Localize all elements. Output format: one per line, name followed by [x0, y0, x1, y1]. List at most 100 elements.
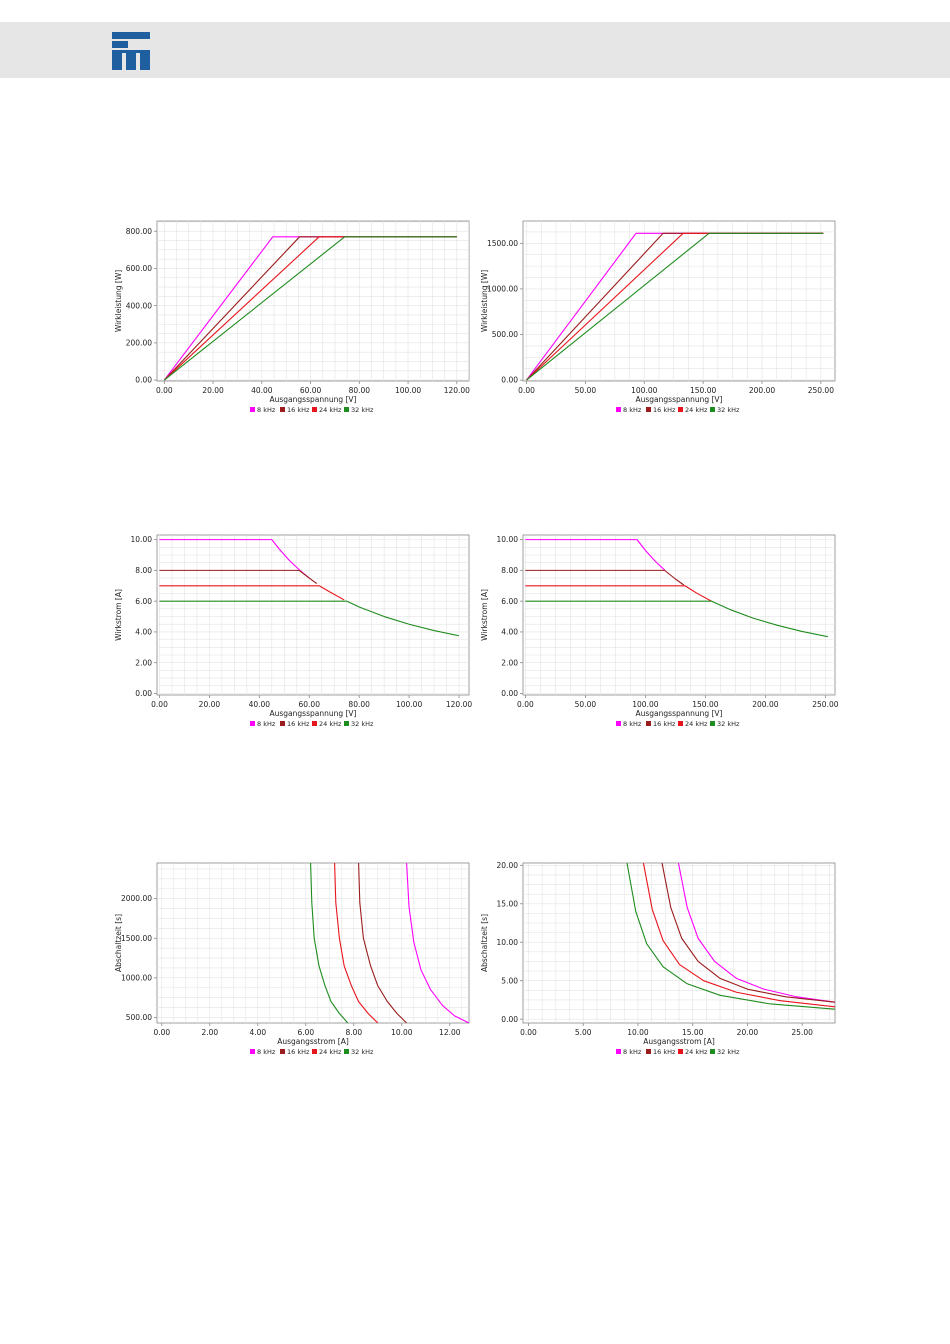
y-axis-label: Abschaltzeit [s]	[114, 914, 123, 972]
series-line-8-khz	[406, 863, 469, 1023]
legend-swatch	[710, 721, 715, 726]
legend-label: 8 kHz	[623, 406, 642, 414]
plot-area	[156, 220, 470, 382]
legend-swatch	[280, 1049, 285, 1054]
y-axis-label: Wirkleistung [W]	[480, 270, 489, 332]
legend-swatch	[250, 721, 255, 726]
legend: 8 kHz 16 kHz 24 kHz 32 kHz	[616, 720, 740, 728]
legend-swatch	[678, 721, 683, 726]
legend-swatch	[710, 1049, 715, 1054]
series-line-32-khz	[310, 863, 349, 1023]
y-tick-label: 0.00	[501, 1015, 518, 1024]
legend-label: 16 kHz	[653, 1048, 676, 1056]
x-tick-label: 250.00	[808, 386, 834, 395]
legend-label: 16 kHz	[653, 720, 676, 728]
y-axis-label: Wirkstrom [A]	[480, 589, 489, 641]
series-line-32-khz	[526, 232, 824, 381]
legend-swatch	[678, 1049, 683, 1054]
axes: 0.00 20.00 40.00 60.00 80.00 100.00 120.00 0.00…	[126, 227, 470, 395]
series-group	[526, 232, 824, 381]
legend-swatch	[280, 721, 285, 726]
series-line-16-khz	[661, 863, 835, 1003]
legend-label: 32 kHz	[717, 1048, 740, 1056]
legend-label: 24 kHz	[319, 1048, 342, 1056]
y-axis-label: Abschaltzeit [s]	[480, 914, 489, 972]
x-tick-label: 12.00	[439, 1028, 461, 1037]
series-group	[310, 863, 469, 1023]
x-tick-label: 100.00	[631, 386, 657, 395]
legend-label: 24 kHz	[685, 1048, 708, 1056]
legend-label: 24 kHz	[685, 406, 708, 414]
legend-label: 24 kHz	[319, 406, 342, 414]
legend-label: 32 kHz	[717, 406, 740, 414]
legend: 8 kHz 16 kHz 24 kHz 32 kHz	[616, 406, 740, 414]
y-tick-label: 0.00	[135, 376, 152, 385]
axes: 0.00 50.00 100.00 150.00 200.00 250.00 0.00 500…	[487, 239, 834, 395]
x-tick-label: 0.00	[517, 700, 534, 709]
series-line-32-khz	[159, 600, 460, 637]
series-line-8-khz	[525, 539, 665, 571]
axes: 0.00 5.00 10.00 15.00 20.00 25.00 0.00 5.00 10.0…	[497, 861, 814, 1037]
x-axis-label: Ausgangsspannung [V]	[270, 395, 357, 404]
x-tick-label: 5.00	[575, 1028, 592, 1037]
x-tick-label: 200.00	[752, 700, 778, 709]
header-bar	[0, 22, 950, 78]
series-line-32-khz	[525, 600, 828, 638]
y-tick-label: 2.00	[135, 658, 152, 667]
legend-swatch	[616, 1049, 621, 1054]
x-tick-label: 10.00	[627, 1028, 649, 1037]
x-tick-label: 0.00	[151, 700, 168, 709]
legend: 8 kHz 16 kHz 24 kHz 32 kHz	[616, 1048, 740, 1056]
x-tick-label: 40.00	[249, 700, 271, 709]
axes: 0.00 20.00 40.00 60.00 80.00 100.00 120.00 0.00…	[131, 535, 472, 709]
x-tick-label: 20.00	[199, 700, 221, 709]
grid	[523, 221, 835, 381]
legend-swatch	[616, 721, 621, 726]
y-axis-label: Wirkleistung [W]	[114, 270, 123, 332]
grid	[157, 221, 469, 381]
chart-wirkleistung-right: 0.00 50.00 100.00 150.00 200.00 250.00 0.00 500…	[480, 220, 836, 414]
x-tick-label: 20.00	[737, 1028, 759, 1037]
x-tick-label: 120.00	[446, 700, 472, 709]
x-tick-label: 200.00	[749, 386, 775, 395]
x-tick-label: 100.00	[632, 700, 658, 709]
legend-swatch	[616, 407, 621, 412]
series-line-16-khz	[358, 863, 407, 1023]
legend-label: 32 kHz	[351, 720, 374, 728]
y-tick-label: 1500.00	[487, 239, 518, 248]
x-axis-label: Ausgangsspannung [V]	[270, 709, 357, 718]
series-group	[159, 539, 460, 637]
grid	[157, 535, 469, 695]
x-tick-label: 100.00	[395, 386, 421, 395]
plot-area	[156, 534, 470, 696]
legend-swatch	[344, 721, 349, 726]
legend-swatch	[250, 407, 255, 412]
legend-swatch	[344, 1049, 349, 1054]
series-group	[626, 863, 835, 1010]
x-tick-label: 60.00	[299, 700, 321, 709]
series-line-24-khz	[642, 863, 835, 1008]
legend-label: 16 kHz	[287, 1048, 310, 1056]
y-tick-label: 0.00	[135, 689, 152, 698]
plot-area	[522, 220, 836, 382]
legend-label: 32 kHz	[351, 406, 374, 414]
x-axis-label: Ausgangsstrom [A]	[643, 1037, 715, 1046]
x-tick-label: 15.00	[682, 1028, 704, 1037]
legend-label: 16 kHz	[653, 406, 676, 414]
x-tick-label: 150.00	[692, 700, 718, 709]
y-tick-label: 5.00	[501, 976, 518, 985]
legend-label: 16 kHz	[287, 720, 310, 728]
legend-swatch	[646, 407, 651, 412]
grid	[523, 535, 835, 695]
y-tick-label: 4.00	[135, 628, 152, 637]
axes: 0.00 50.00 100.00 150.00 200.00 250.00 0.00 2.0…	[497, 535, 838, 709]
y-tick-label: 2000.00	[121, 894, 152, 903]
plot-area	[156, 862, 470, 1024]
legend-swatch	[312, 407, 317, 412]
legend-label: 8 kHz	[257, 1048, 276, 1056]
legend-swatch	[678, 407, 683, 412]
legend-label: 8 kHz	[257, 720, 276, 728]
x-tick-label: 50.00	[575, 700, 597, 709]
y-tick-label: 8.00	[501, 566, 518, 575]
legend: 8 kHz 16 kHz 24 kHz 32 kHz	[250, 1048, 374, 1056]
